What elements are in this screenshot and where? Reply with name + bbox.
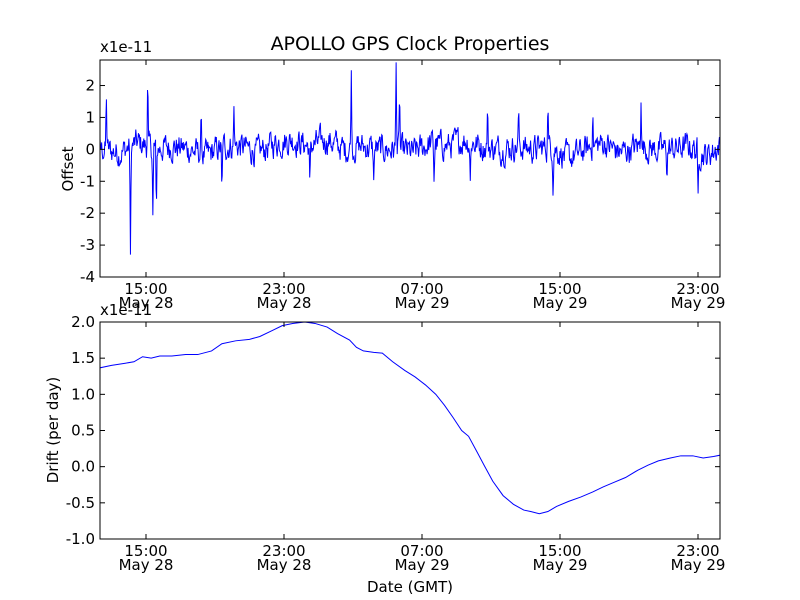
- series-line-offset: [100, 62, 720, 255]
- x-tick-time-label: 23:00: [676, 280, 719, 298]
- x-tick-time-label: 23:00: [262, 280, 305, 298]
- x-tick-date-label: May 28: [119, 556, 174, 574]
- x-tick-time-label: 07:00: [400, 280, 443, 298]
- x-tick-date-label: May 29: [671, 556, 726, 574]
- x-tick-time-label: 15:00: [538, 542, 581, 560]
- x-tick-date-label: May 29: [671, 294, 726, 312]
- y-tick-label: -1.0: [66, 530, 95, 548]
- offset-multiplier-bottom: x1e-11: [100, 301, 152, 319]
- y-tick-label: 0: [85, 140, 95, 158]
- x-tick-time-label: 07:00: [400, 542, 443, 560]
- drift-chart: x1e-11 Drift (per day) Date (GMT) 2.0 1.5…: [44, 301, 726, 596]
- y-tick-label: -0.5: [66, 494, 95, 512]
- y-axis-label-offset: Offset: [59, 146, 77, 191]
- x-axis-label-date: Date (GMT): [367, 578, 453, 596]
- y-tick-label: -2: [80, 204, 95, 222]
- x-tick-time-label: 23:00: [262, 542, 305, 560]
- y-tick-label: 2: [85, 77, 95, 95]
- x-tick-time-label: 15:00: [538, 280, 581, 298]
- y-tick-label: 0.0: [71, 458, 95, 476]
- y-tick-label: -4: [80, 268, 95, 286]
- x-tick-time-label: 15:00: [124, 280, 167, 298]
- x-tick-date-label: May 29: [533, 556, 588, 574]
- chart-title: APOLLO GPS Clock Properties: [271, 33, 550, 55]
- x-tick-date-label: May 29: [395, 294, 450, 312]
- x-tick-date-label: May 28: [119, 294, 174, 312]
- axes-frame: [99, 321, 721, 540]
- series-line-drift: [100, 322, 720, 515]
- y-tick-label: 1.5: [71, 349, 95, 367]
- x-tick-time-label: 15:00: [124, 542, 167, 560]
- offset-multiplier-top: x1e-11: [100, 38, 152, 56]
- x-tick-date-label: May 28: [257, 556, 312, 574]
- offset-chart: APOLLO GPS Clock Properties x1e-11 Offse…: [59, 33, 726, 312]
- x-tick-time-label: 23:00: [676, 542, 719, 560]
- x-tick-date-label: May 29: [395, 556, 450, 574]
- y-tick-label: 0.5: [71, 422, 95, 440]
- y-tick-label: -3: [80, 236, 95, 254]
- x-tick-date-label: May 29: [533, 294, 588, 312]
- y-tick-label: 1.0: [71, 385, 95, 403]
- axes-frame: [99, 59, 721, 278]
- y-tick-label: 1: [85, 108, 95, 126]
- y-tick-label: -1: [80, 172, 95, 190]
- x-tick-date-label: May 28: [257, 294, 312, 312]
- y-tick-label: 2.0: [71, 313, 95, 331]
- y-axis-label-drift: Drift (per day): [44, 377, 62, 484]
